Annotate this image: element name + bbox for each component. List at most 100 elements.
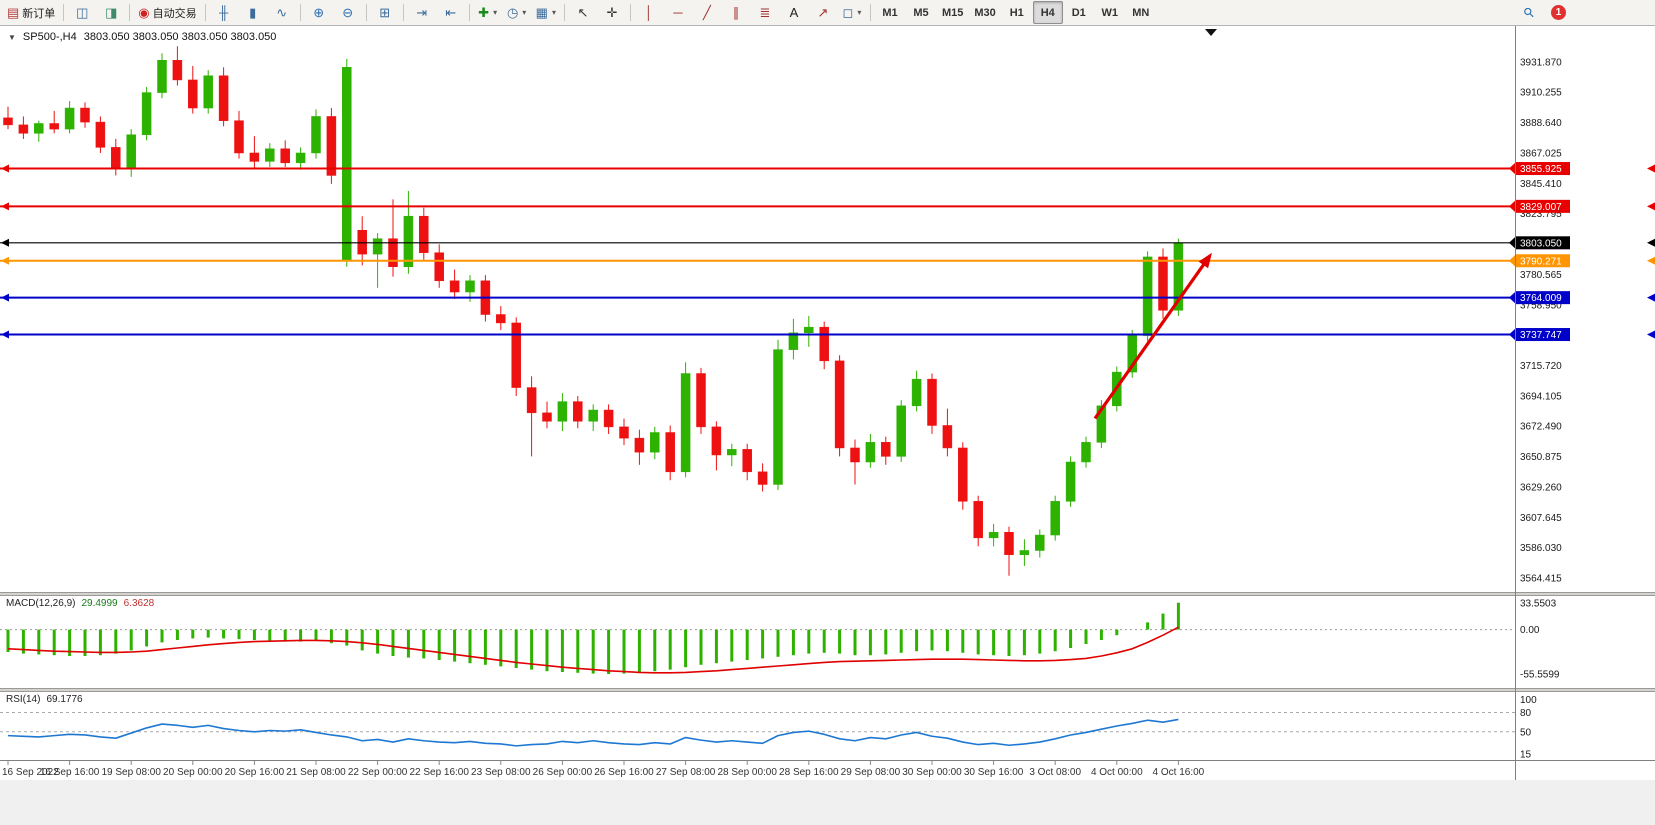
tf-w1[interactable]: W1 [1095,1,1125,24]
tf-m15[interactable]: M15 [937,1,968,24]
tf-m5[interactable]: M5 [906,1,936,24]
tf-m1[interactable]: M1 [875,1,905,24]
candle [819,326,829,362]
tf-h1[interactable]: H1 [1002,1,1032,24]
cursor-icon: ↖ [577,5,589,20]
indicators-button[interactable]: ✚ ▾ [474,1,502,24]
time-axis-label: 4 Oct 00:00 [1091,767,1143,778]
candle [203,75,213,109]
vertical-line-button[interactable]: │ [635,1,663,24]
horizontal-line-icon: ─ [673,5,683,20]
notification-badge[interactable]: 1 [1551,5,1566,20]
text-icon: A [789,5,799,20]
time-axis-label: 27 Sep 08:00 [656,767,716,778]
candle [1096,405,1107,443]
candle [357,229,367,255]
shapes-button[interactable]: ◻ ▾ [838,1,866,24]
price-tag-label: 3764.009 [1520,293,1562,304]
price-tag-arrow [1509,199,1516,213]
zoom-in-button[interactable]: ⊕ [305,1,333,24]
horizontal-line-button[interactable]: ─ [664,1,692,24]
candle [927,378,937,426]
rsi-axis-label: 15 [1520,750,1532,761]
candle [788,332,799,350]
chart-shift-marker[interactable] [1205,29,1217,36]
candle [295,152,306,164]
arrows-button[interactable]: ↗ [809,1,837,24]
price-tag [1516,199,1570,213]
candle [911,378,922,407]
panel-separator[interactable] [0,688,1655,692]
time-axis-label: 16 Sep 2022 [2,767,59,778]
candle [1127,335,1137,373]
crosshair-button[interactable]: ✛ [598,1,626,24]
fibonacci-button[interactable]: ≣ [751,1,779,24]
candle [218,75,229,121]
chart-shift-button[interactable]: ⇤ [437,1,465,24]
search-button[interactable]: ⚲ [1515,1,1543,24]
chart-canvas[interactable]: 3931.870 3910.255 3888.640 3867.025 3845.410… [0,26,1655,825]
line-right-marker [1647,164,1655,173]
price-axis-label: 3780.565 [1520,270,1562,281]
candle [3,117,13,126]
time-axis-label: 22 Sep 16:00 [409,767,469,778]
tf-m1-label: M1 [882,6,898,19]
templates-button[interactable]: ▦ ▾ [532,1,560,24]
new-order-button[interactable]: ▤ 新订单 [3,1,59,24]
tf-h4[interactable]: H4 [1032,1,1063,24]
charts-window-button[interactable]: ◫ [68,1,96,24]
zoom-out-button[interactable]: ⊖ [334,1,362,24]
candle [650,432,660,453]
tf-d1[interactable]: D1 [1064,1,1094,24]
candle [188,79,198,109]
tile-windows-icon: ⊞ [379,5,391,20]
candle [111,147,121,169]
candle [157,60,167,93]
candle [372,238,383,255]
candlestick-chart-button[interactable]: ▮ [239,1,267,24]
trendline-button[interactable]: ╱ [693,1,721,24]
trend-arrow[interactable] [1093,259,1209,420]
autotrading-button[interactable]: ◉ 自动交易 [134,1,200,24]
candle [49,123,59,130]
arrows-icon: ↗ [817,5,829,20]
candle [141,92,152,135]
tf-m30-label: M30 [974,6,996,19]
toolbar-separator [204,4,206,21]
panel-separator[interactable] [0,592,1655,596]
candle [773,349,783,485]
price-axis-label: 3888.640 [1520,118,1562,129]
candle [34,123,44,134]
time-axis-label: 20 Sep 00:00 [163,767,223,778]
candle [95,121,106,148]
candle [342,67,352,260]
tf-m30[interactable]: M30 [969,1,1000,24]
line-left-marker [1,256,9,265]
tf-m5-label: M5 [913,6,929,19]
time-axis-label: 26 Sep 16:00 [594,767,654,778]
candle [18,124,29,134]
tf-d1-label: D1 [1071,6,1086,19]
tile-windows-button[interactable]: ⊞ [371,1,399,24]
channel-button[interactable]: ∥ [722,1,750,24]
candle [526,387,537,414]
toolbar-right-group: ⚲ 1 [1515,1,1566,24]
price-axis-label: 3672.490 [1520,422,1562,433]
time-axis-label: 28 Sep 16:00 [779,767,839,778]
auto-scroll-button[interactable]: ⇥ [408,1,436,24]
chevron-down-icon: ▾ [857,8,862,17]
candle [696,373,706,428]
time-axis-label: 28 Sep 00:00 [717,767,777,778]
text-button[interactable]: A [780,1,808,24]
price-tag-label: 3803.050 [1520,238,1562,249]
periods-button[interactable]: ◷ ▾ [503,1,531,24]
line-chart-button[interactable]: ∿ [268,1,296,24]
bar-chart-button[interactable]: ╫ [210,1,238,24]
candle [1050,501,1060,536]
price-axis-label: 3650.875 [1520,452,1562,463]
candle [465,280,475,293]
tf-mn[interactable]: MN [1126,1,1156,24]
time-axis-label: 30 Sep 16:00 [964,767,1024,778]
cursor-button[interactable]: ↖ [569,1,597,24]
profiles-button[interactable]: ◨ [97,1,125,24]
